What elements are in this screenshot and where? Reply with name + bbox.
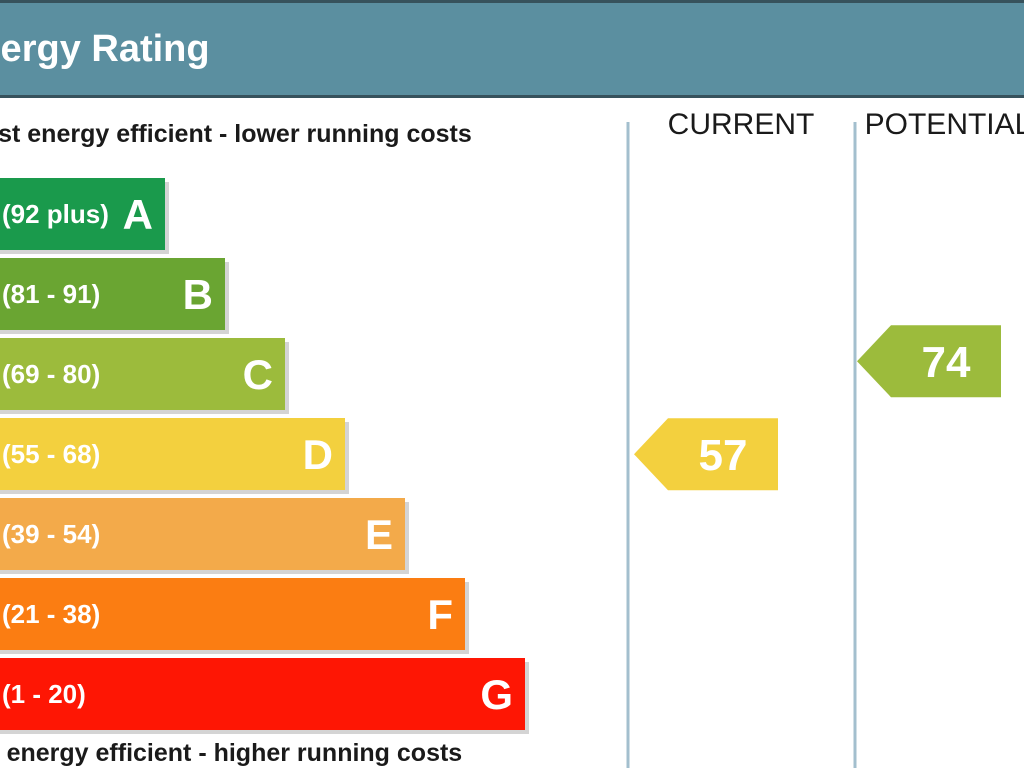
bottom-label: Not energy efficient - higher running co… bbox=[0, 739, 462, 767]
band-letter: F bbox=[427, 591, 453, 638]
top-label: Most energy efficient - lower running co… bbox=[0, 120, 472, 148]
header-border-top bbox=[0, 0, 1024, 3]
band-letter: C bbox=[243, 351, 273, 398]
band-letter: E bbox=[365, 511, 393, 558]
rating-value: 57 bbox=[699, 431, 748, 480]
band-range: (81 - 91) bbox=[2, 279, 100, 309]
band bbox=[0, 178, 165, 250]
band-letter: G bbox=[480, 671, 513, 718]
band-range: (55 - 68) bbox=[2, 439, 100, 469]
band-range: (69 - 80) bbox=[2, 359, 100, 389]
band bbox=[0, 658, 525, 730]
rating-arrow bbox=[857, 325, 1001, 398]
band-letter: A bbox=[123, 191, 153, 238]
band-range: (92 plus) bbox=[2, 199, 109, 229]
rating-value: 74 bbox=[922, 338, 971, 387]
band-letter: B bbox=[183, 271, 213, 318]
band-letter: D bbox=[303, 431, 333, 478]
band bbox=[0, 578, 465, 650]
band bbox=[0, 338, 285, 410]
band bbox=[0, 258, 225, 330]
band-range: (1 - 20) bbox=[2, 679, 86, 709]
header-bar bbox=[0, 0, 1024, 97]
band bbox=[0, 418, 345, 490]
chart-title: Energy Rating bbox=[0, 28, 210, 70]
band-range: (39 - 54) bbox=[2, 519, 100, 549]
column-header: POTENTIAL bbox=[865, 108, 1024, 141]
column-header: CURRENT bbox=[668, 108, 815, 141]
band-range: (21 - 38) bbox=[2, 599, 100, 629]
header-border-bottom bbox=[0, 95, 1024, 98]
band bbox=[0, 498, 405, 570]
rating-arrow bbox=[634, 418, 778, 491]
